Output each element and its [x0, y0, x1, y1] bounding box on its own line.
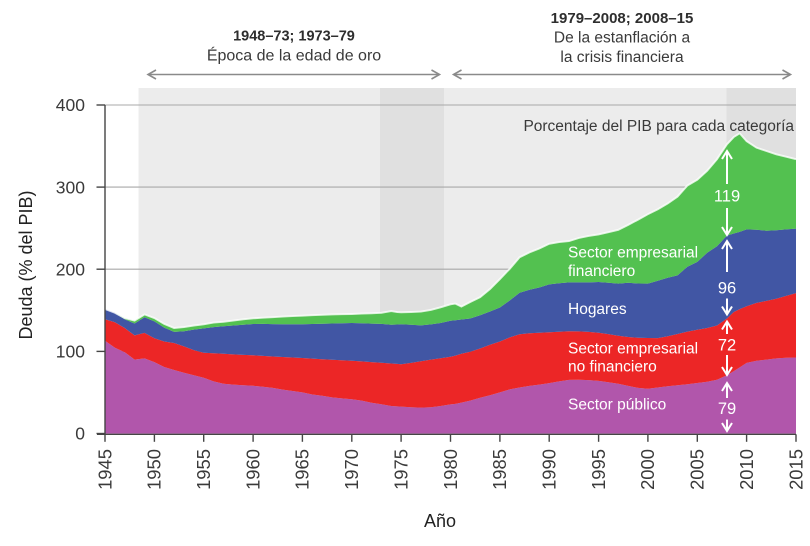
svg-text:2000: 2000 — [637, 449, 658, 490]
svg-text:la crisis financiera: la crisis financiera — [560, 49, 684, 66]
svg-text:1945: 1945 — [94, 449, 115, 490]
svg-text:2005: 2005 — [687, 449, 708, 490]
svg-text:119: 119 — [714, 188, 740, 206]
svg-text:no financiero: no financiero — [568, 359, 657, 376]
svg-text:1950: 1950 — [144, 449, 165, 490]
svg-text:1955: 1955 — [193, 449, 214, 490]
svg-text:2015: 2015 — [785, 449, 806, 490]
svg-text:72: 72 — [718, 337, 736, 355]
svg-text:2010: 2010 — [736, 449, 757, 490]
svg-text:Sector público: Sector público — [568, 397, 666, 414]
svg-text:Año: Año — [424, 511, 456, 531]
svg-text:1960: 1960 — [242, 449, 263, 490]
svg-text:1965: 1965 — [292, 449, 313, 490]
svg-text:Deuda (% del PIB): Deuda (% del PIB) — [16, 190, 36, 339]
svg-text:1990: 1990 — [539, 449, 560, 490]
svg-text:Sector empresarial: Sector empresarial — [568, 245, 698, 262]
svg-text:1995: 1995 — [588, 449, 609, 490]
svg-text:Porcentaje del PIB para cada c: Porcentaje del PIB para cada categoría — [523, 118, 794, 135]
svg-text:79: 79 — [718, 400, 736, 418]
svg-text:Época de la edad de oro: Época de la edad de oro — [207, 46, 381, 65]
svg-text:1985: 1985 — [489, 449, 510, 490]
svg-text:financiero: financiero — [568, 263, 635, 280]
svg-text:96: 96 — [718, 280, 736, 298]
svg-text:De la estanflación a: De la estanflación a — [554, 30, 691, 47]
svg-text:300: 300 — [56, 177, 85, 197]
svg-text:200: 200 — [56, 259, 85, 279]
svg-text:1980: 1980 — [440, 449, 461, 490]
svg-text:1979–2008; 2008–15: 1979–2008; 2008–15 — [551, 10, 694, 27]
svg-text:1975: 1975 — [390, 449, 411, 490]
svg-text:0: 0 — [75, 424, 85, 444]
svg-text:Sector empresarial: Sector empresarial — [568, 341, 698, 358]
svg-text:Hogares: Hogares — [568, 301, 627, 318]
svg-text:400: 400 — [56, 95, 85, 115]
svg-text:1970: 1970 — [341, 449, 362, 490]
svg-text:100: 100 — [56, 342, 85, 362]
svg-text:1948–73; 1973–79: 1948–73; 1973–79 — [233, 29, 355, 45]
